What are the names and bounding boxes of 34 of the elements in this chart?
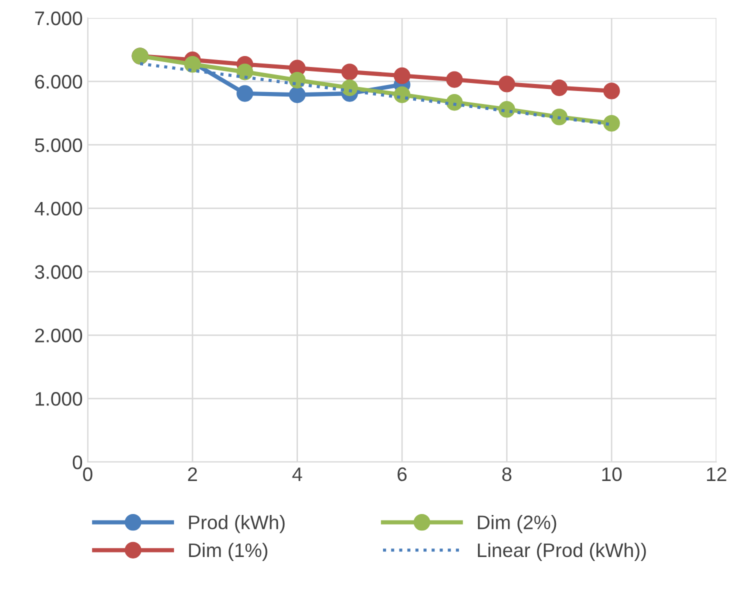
point — [341, 64, 358, 80]
point — [603, 114, 620, 132]
x-tick-label: 4 — [292, 468, 302, 481]
x-tick-label: 10 — [602, 467, 622, 482]
legend-label: Dim (1%) — [189, 542, 268, 561]
x-tick-label: 6 — [398, 467, 407, 482]
point — [236, 64, 254, 80]
legend-label: Prod (kWh) — [189, 515, 285, 534]
point — [394, 67, 410, 84]
y-tick-label: 5.000 — [34, 138, 82, 152]
point — [446, 94, 463, 111]
legend-label: Linear (Prod (kWh)) — [478, 542, 646, 561]
y-tick-label: 1.000 — [36, 392, 82, 406]
point — [236, 85, 254, 102]
point — [288, 72, 306, 88]
point — [498, 76, 516, 92]
x-tick-label: 8 — [502, 467, 512, 482]
y-tick-label: 7.000 — [35, 11, 82, 26]
point — [446, 71, 463, 88]
point — [498, 101, 516, 118]
point — [603, 82, 620, 100]
point — [341, 79, 358, 96]
point — [550, 79, 568, 96]
y-tick-label: 2.000 — [35, 328, 82, 342]
y-tick-label: 0 — [72, 455, 82, 470]
y-tick-label: 6.000 — [35, 74, 82, 89]
legend-label: Dim (2%) — [478, 515, 556, 534]
point — [550, 108, 568, 126]
x-tick-label: 12 — [707, 467, 726, 481]
x-tick-label: 2 — [188, 467, 197, 481]
point — [288, 86, 306, 104]
y-tick-label: 3.000 — [34, 265, 82, 279]
x-tick-label: 0 — [83, 467, 92, 482]
y-tick-label: 4.000 — [34, 202, 82, 216]
